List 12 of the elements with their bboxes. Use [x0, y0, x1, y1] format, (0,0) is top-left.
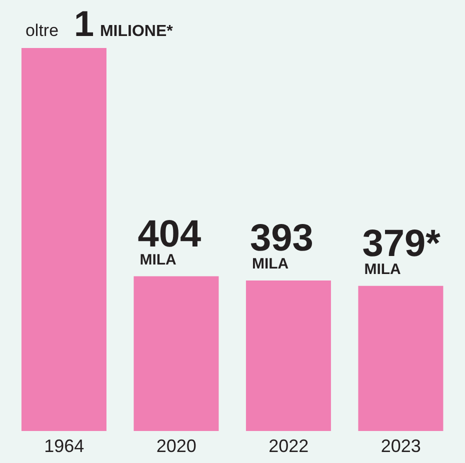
x-tick-label: 1964 [44, 436, 84, 456]
bar [358, 286, 444, 431]
data-label: oltre 1 MILIONE* [25, 3, 174, 44]
x-tick-label: 2023 [380, 436, 421, 456]
data-label: 379* MILA [362, 222, 441, 278]
x-tick-label: 2022 [268, 436, 309, 456]
bar [134, 276, 219, 431]
data-label: 404 MILA [138, 213, 202, 268]
data-label: 393 MILA [250, 217, 314, 272]
bar [21, 48, 106, 431]
x-tick-label: 2020 [156, 436, 196, 456]
bar [246, 280, 331, 431]
